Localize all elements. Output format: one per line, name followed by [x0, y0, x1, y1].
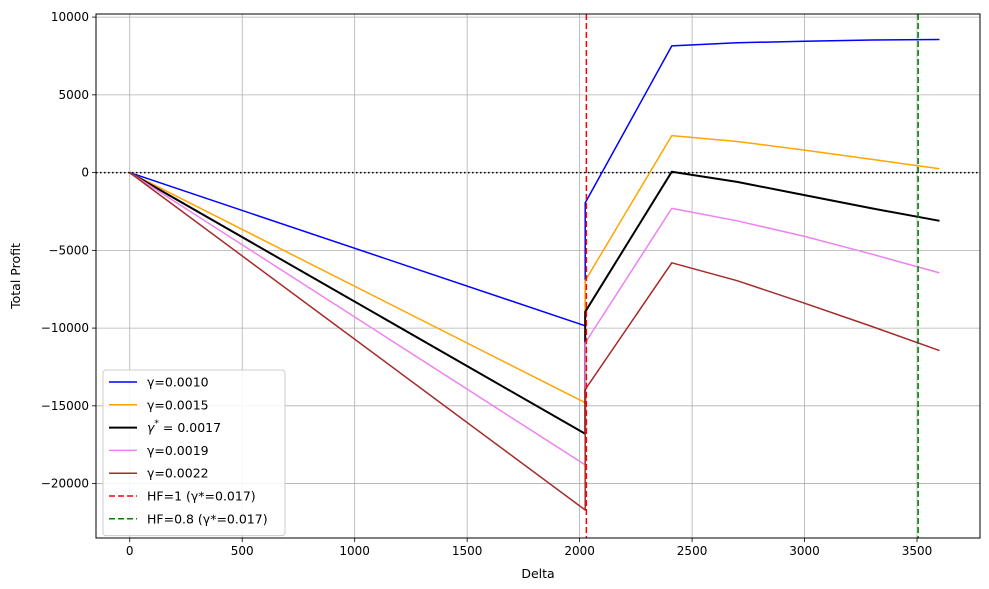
series-line	[129, 134, 940, 404]
legend-label: γ* = 0.0017	[147, 419, 221, 435]
plot-frame	[95, 13, 981, 539]
y-tick-label: −10000	[41, 321, 89, 335]
y-axis-label: Total Profit	[8, 243, 23, 310]
x-tick-label: 1000	[339, 544, 370, 558]
legend-label: HF=1 (γ*=0.017)	[147, 489, 256, 504]
y-tick-label: −5000	[48, 243, 89, 257]
series-line	[129, 171, 940, 511]
x-tick-label: 3500	[902, 544, 933, 558]
y-tick-label: 5000	[58, 88, 89, 102]
x-tick-label: 1500	[452, 544, 483, 558]
y-tick-label: −20000	[41, 477, 89, 491]
legend: γ=0.0010 γ=0.0015 γ* = 0.0017 γ=0.0019 γ=0.0…	[102, 369, 286, 537]
x-axis-ticks: 0 500 1000 1500 2000 2500 3000 3500	[126, 538, 932, 558]
x-axis-label: Delta	[521, 566, 554, 581]
y-tick-label: −15000	[41, 399, 89, 413]
legend-label: γ=0.0022	[147, 466, 209, 481]
y-tick-label: 10000	[51, 10, 89, 24]
x-tick-label: 3000	[789, 544, 820, 558]
legend-label: γ=0.0015	[147, 397, 209, 412]
y-axis-ticks: −20000 −15000 −10000 −5000 0 5000 10000	[41, 10, 96, 491]
series-line	[129, 38, 940, 327]
series-lines	[129, 14, 940, 538]
y-tick-label: 0	[81, 166, 89, 180]
x-tick-label: 2000	[564, 544, 595, 558]
legend-label: HF=0.8 (γ*=0.017)	[147, 511, 268, 526]
legend-label: γ=0.0010	[147, 375, 209, 390]
x-tick-label: 2500	[677, 544, 708, 558]
legend-box	[102, 369, 286, 537]
x-tick-label: 0	[126, 544, 134, 558]
x-tick-label: 500	[231, 544, 254, 558]
legend-label: γ=0.0019	[147, 443, 209, 458]
